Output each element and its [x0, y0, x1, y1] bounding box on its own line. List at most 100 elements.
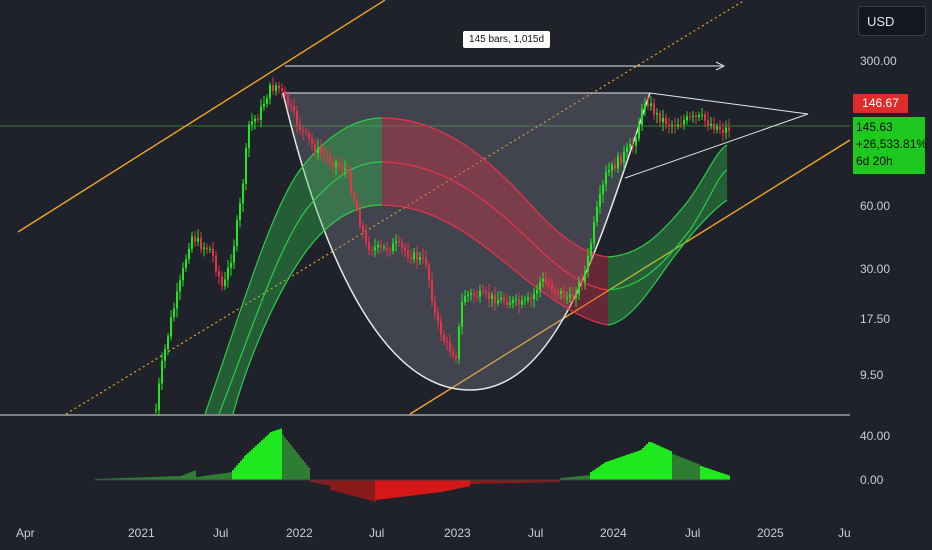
- histogram-bar: [99, 478, 101, 480]
- histogram-bar: [180, 476, 182, 480]
- candle-body: [659, 113, 661, 123]
- histogram-bar: [440, 480, 442, 492]
- histogram-bar: [251, 449, 253, 480]
- cup-pattern[interactable]: [282, 92, 809, 391]
- candle-body: [497, 299, 499, 304]
- histogram-bar: [155, 476, 157, 480]
- histogram-bar: [332, 480, 334, 491]
- candle-body: [326, 154, 328, 157]
- histogram-bar: [476, 480, 478, 484]
- histogram-bar: [232, 470, 234, 480]
- candle-body: [626, 147, 628, 152]
- candle-body: [305, 131, 307, 133]
- histogram-bar: [680, 457, 682, 480]
- histogram-bar: [197, 476, 199, 480]
- parallel-channel[interactable]: [17, 0, 851, 415]
- candle-body: [161, 360, 163, 384]
- histogram-bar: [454, 480, 456, 490]
- histogram-bar: [490, 480, 492, 484]
- histogram-bar: [395, 480, 397, 498]
- histogram-bar: [147, 477, 149, 480]
- histogram-bar: [97, 478, 99, 480]
- candle-body: [491, 294, 493, 300]
- candle-body: [653, 103, 655, 115]
- histogram-bar: [292, 447, 294, 480]
- currency-button[interactable]: USD: [858, 6, 926, 36]
- candle-body: [407, 250, 409, 257]
- price-axis-label: 300.00: [860, 54, 897, 68]
- histogram-bar: [584, 475, 586, 480]
- time-axis-label: Jul: [369, 526, 385, 540]
- histogram-bar: [121, 478, 123, 480]
- histogram-bar: [496, 480, 498, 484]
- histogram-bar: [217, 474, 219, 480]
- histogram-bar: [119, 478, 121, 480]
- histogram-bar: [619, 457, 621, 480]
- candle-body: [455, 355, 457, 359]
- histogram-bar: [320, 480, 322, 484]
- histogram-bar: [530, 480, 532, 483]
- histogram-bar: [674, 454, 676, 480]
- histogram-bar: [151, 477, 153, 480]
- histogram-bar: [184, 474, 186, 480]
- histogram-bar: [195, 477, 197, 480]
- histogram-bar: [613, 459, 615, 480]
- candle-body: [371, 250, 373, 252]
- histogram-bar: [660, 446, 662, 480]
- candle-body: [719, 126, 721, 130]
- histogram-bar: [194, 470, 196, 480]
- histogram-bar: [615, 458, 617, 480]
- histogram-bar: [270, 432, 272, 480]
- candle-body: [398, 241, 400, 243]
- histogram-bar: [516, 480, 518, 483]
- candle-body: [386, 247, 388, 251]
- histogram-bar: [722, 473, 724, 480]
- candle-body: [272, 85, 274, 91]
- candle-body: [689, 116, 691, 118]
- time-axis-label: 2023: [444, 526, 471, 540]
- candle-body: [671, 125, 673, 127]
- band-green-left: [204, 117, 383, 415]
- histogram-bar: [578, 476, 580, 480]
- candle-body: [209, 249, 211, 251]
- candle-body: [503, 297, 505, 302]
- histogram-bar: [716, 471, 718, 480]
- candle-body: [287, 94, 289, 106]
- histogram-bar: [141, 477, 143, 480]
- candle-body: [284, 90, 286, 95]
- candle-body: [452, 351, 454, 356]
- histogram-bar: [474, 480, 476, 484]
- candle-body: [359, 209, 361, 226]
- histogram-bar: [169, 476, 171, 480]
- candle-body: [293, 106, 295, 112]
- candle-body: [410, 256, 412, 260]
- histogram-bar: [364, 480, 366, 500]
- histogram-bar: [442, 480, 444, 492]
- histogram-bar: [330, 480, 332, 490]
- time-axis-label: Apr: [16, 526, 35, 540]
- measure-arrow[interactable]: [285, 61, 726, 71]
- histogram-bar: [718, 472, 720, 480]
- bar-countdown: 6d 20h: [856, 154, 893, 168]
- histogram-bar: [682, 457, 684, 480]
- candle-body: [602, 184, 604, 195]
- candle-body: [362, 225, 364, 232]
- histogram-bar: [286, 440, 288, 480]
- candle-body: [296, 111, 298, 125]
- histogram-bar: [153, 476, 155, 480]
- indicator-histogram[interactable]: [95, 428, 730, 502]
- histogram-bar: [596, 468, 598, 480]
- candle-body: [422, 256, 424, 258]
- histogram-bar: [109, 478, 111, 480]
- histogram-bar: [714, 470, 716, 480]
- histogram-bar: [586, 475, 588, 480]
- candle-body: [524, 299, 526, 301]
- candlestick-series[interactable]: [155, 77, 730, 416]
- candle-body: [695, 115, 697, 118]
- candle-body: [239, 203, 241, 221]
- histogram-bar: [421, 480, 423, 495]
- histogram-bar: [143, 477, 145, 480]
- histogram-bar: [502, 480, 504, 484]
- time-axis-label: Ju: [838, 526, 851, 540]
